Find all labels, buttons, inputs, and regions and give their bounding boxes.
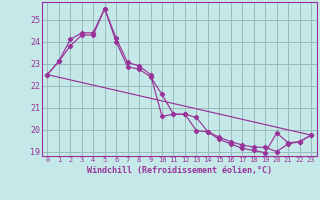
X-axis label: Windchill (Refroidissement éolien,°C): Windchill (Refroidissement éolien,°C) [87,166,272,175]
